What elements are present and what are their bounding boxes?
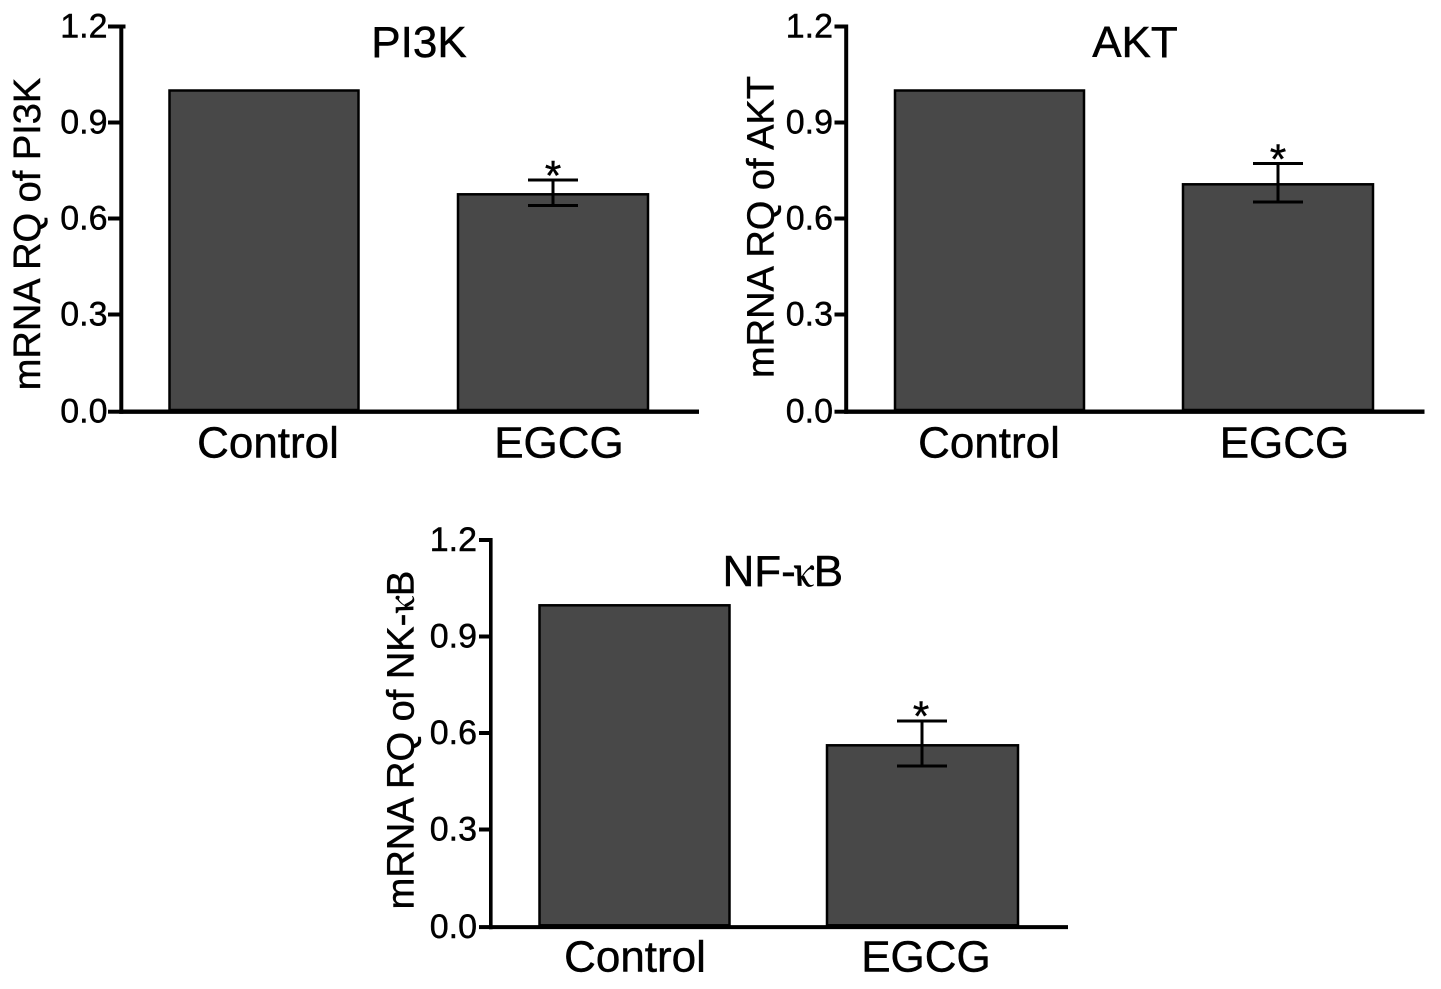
svg-text:1.2: 1.2	[430, 521, 477, 559]
svg-text:0.9: 0.9	[786, 104, 833, 142]
svg-text:0.0: 0.0	[60, 393, 107, 431]
svg-text:0.6: 0.6	[60, 200, 107, 238]
svg-text:EGCG: EGCG	[1220, 419, 1350, 468]
svg-text:mRNA RQ of AKT: mRNA RQ of AKT	[741, 76, 783, 378]
svg-text:0.9: 0.9	[430, 618, 477, 656]
svg-text:1.2: 1.2	[786, 8, 833, 46]
svg-text:EGCG: EGCG	[861, 933, 991, 982]
svg-text:1.2: 1.2	[60, 8, 107, 46]
svg-text:0.6: 0.6	[430, 714, 477, 752]
svg-text:B: B	[814, 547, 843, 596]
svg-text:Control: Control	[918, 419, 1060, 468]
svg-text:mRNA RQ of NK-: mRNA RQ of NK-	[381, 614, 423, 910]
svg-text:0.3: 0.3	[60, 296, 107, 334]
svg-text:0.0: 0.0	[786, 393, 833, 431]
svg-text:NF-: NF-	[723, 547, 796, 596]
svg-text:*: *	[545, 152, 561, 199]
svg-text:EGCG: EGCG	[494, 419, 624, 468]
svg-text:0.6: 0.6	[786, 200, 833, 238]
svg-text:Control: Control	[197, 419, 339, 468]
svg-text:Control: Control	[564, 933, 706, 982]
svg-text:0.0: 0.0	[430, 908, 477, 946]
svg-text:0.3: 0.3	[786, 296, 833, 334]
svg-text:B: B	[381, 571, 423, 596]
svg-text:PI3K: PI3K	[371, 18, 466, 67]
svg-text:0.9: 0.9	[60, 104, 107, 142]
svg-text:*: *	[913, 693, 929, 740]
svg-text:AKT: AKT	[1092, 18, 1178, 67]
svg-text:0.3: 0.3	[430, 811, 477, 849]
svg-text:mRNA RQ of PI3K: mRNA RQ of PI3K	[7, 78, 49, 391]
svg-text:*: *	[1270, 136, 1286, 183]
